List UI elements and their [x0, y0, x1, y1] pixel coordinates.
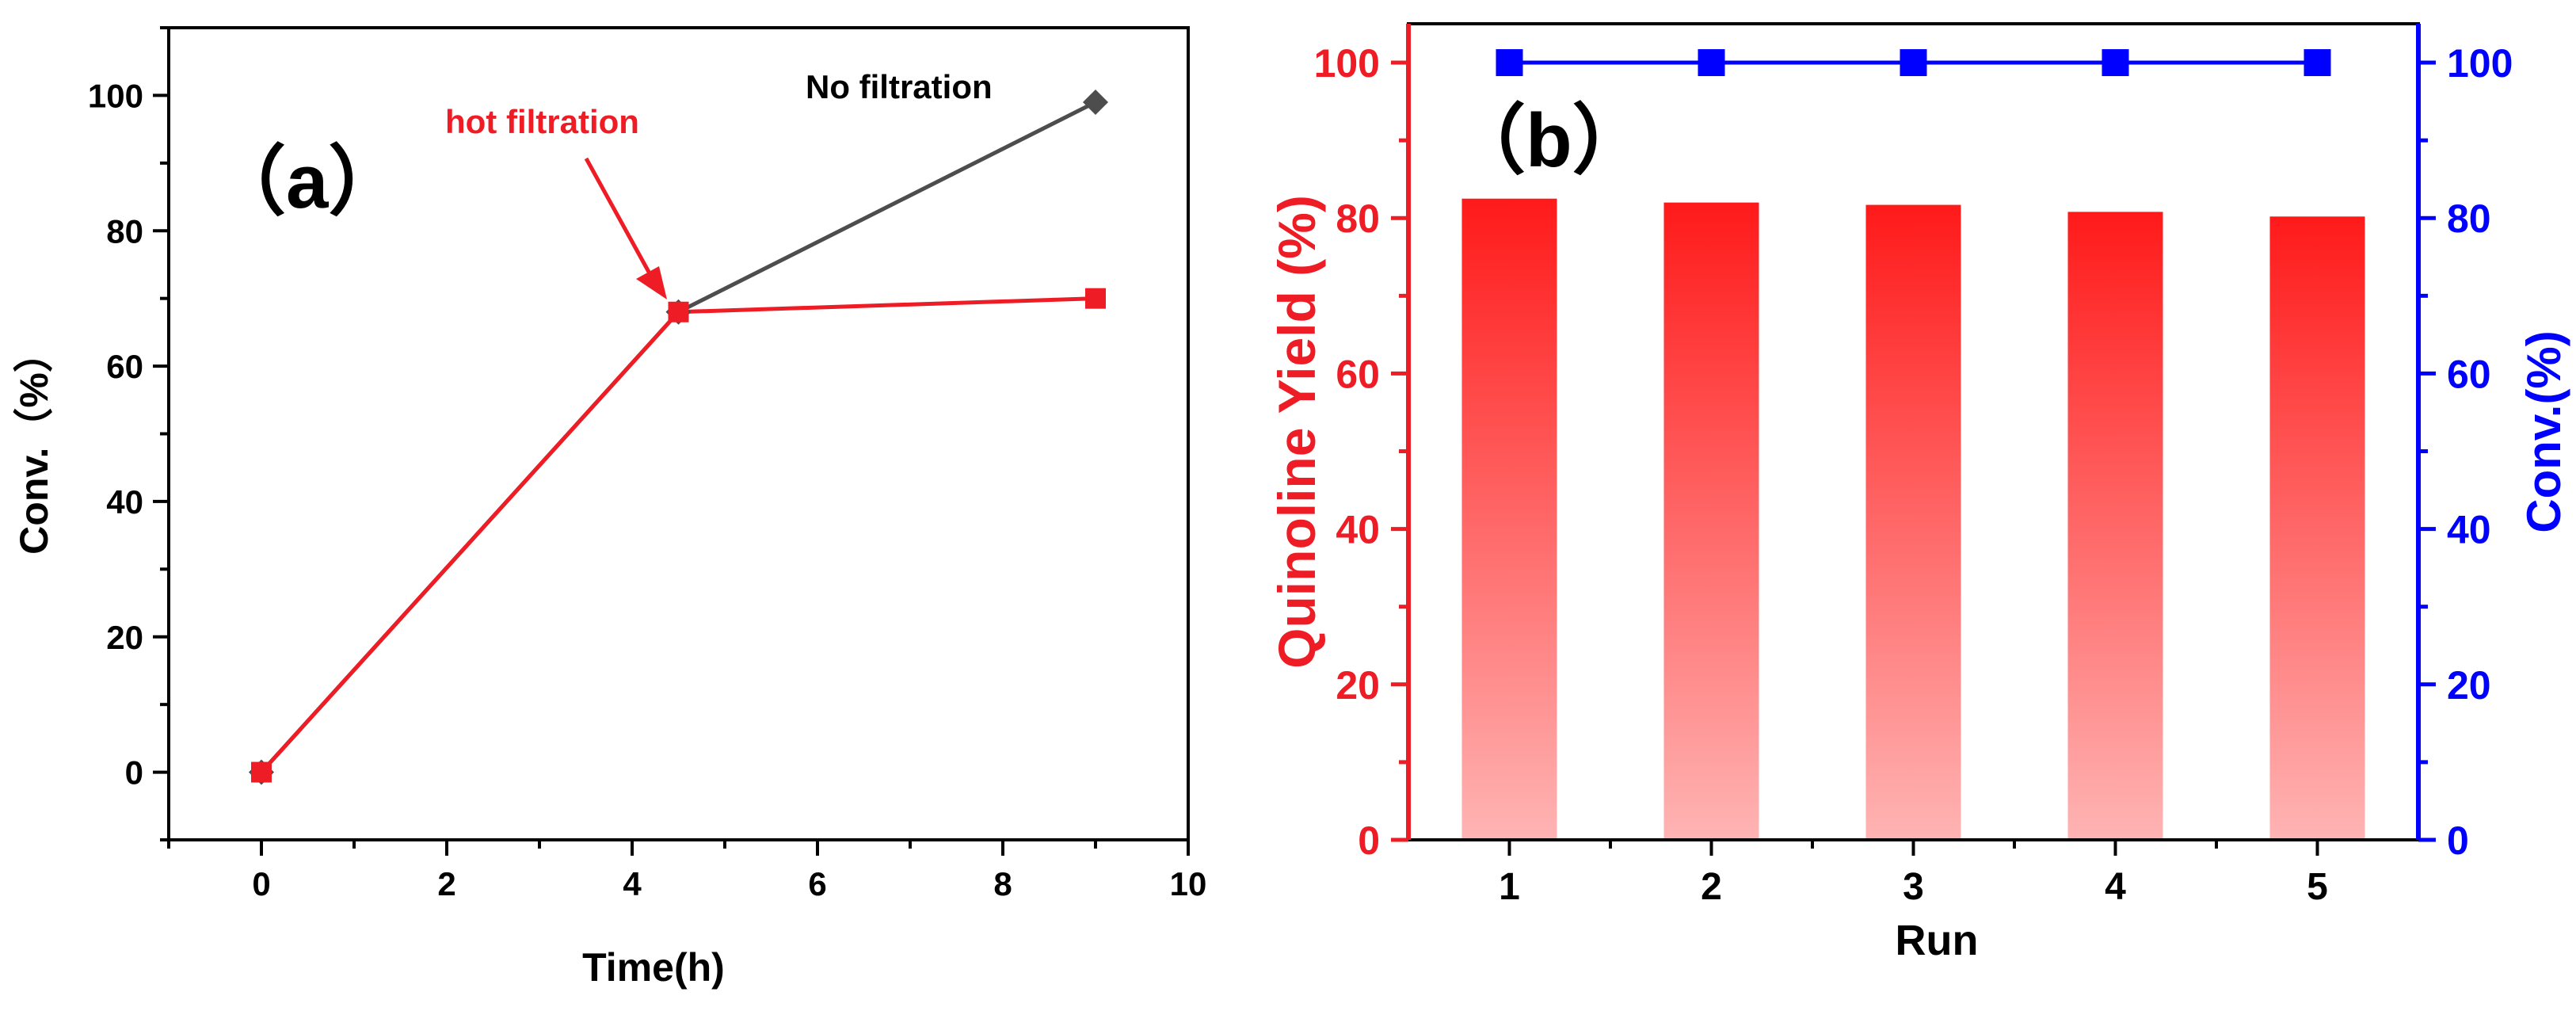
- y-tick-label: 100: [88, 77, 143, 114]
- panel-b-label: （b）: [1450, 98, 1648, 183]
- bar-run-4: [2067, 212, 2163, 840]
- x-tick-label: 2: [1701, 866, 1722, 908]
- panel-b-x-axis-title: Run: [1896, 917, 1979, 964]
- point-no-filtration: [1083, 89, 1108, 115]
- bar-run-1: [1461, 198, 1557, 840]
- series-line-hot-filtration: [260, 296, 1096, 774]
- left-y-tick-label: 40: [1336, 508, 1380, 552]
- y-tick-label: 20: [106, 619, 143, 656]
- conv-point-run-2: [1698, 49, 1725, 77]
- annotation-arrow-shaft: [584, 157, 652, 275]
- panel-a-x-axis-title: Time(h): [582, 945, 725, 990]
- point-hot-filtration: [1085, 288, 1106, 309]
- y-tick-label: 60: [106, 348, 143, 385]
- y-tick-label: 40: [106, 483, 143, 521]
- right-y-tick-label: 80: [2447, 196, 2491, 241]
- panel-a-label: （a）: [210, 139, 404, 224]
- x-tick-label: 4: [2105, 866, 2126, 908]
- point-hot-filtration: [251, 761, 272, 783]
- x-tick-label: 1: [1499, 866, 1520, 908]
- panel-b-right-axis-title: Conv.(%): [2517, 330, 2570, 533]
- conv-point-run-1: [1496, 49, 1523, 77]
- bar-run-2: [1663, 202, 1759, 841]
- annotation-no-filtration: No filtration: [806, 68, 993, 105]
- x-tick-label: 0: [252, 865, 270, 902]
- conv-point-run-3: [1900, 49, 1927, 77]
- right-y-tick-label: 100: [2447, 41, 2513, 86]
- bar-run-5: [2269, 216, 2365, 840]
- y-tick-label: 0: [125, 754, 143, 792]
- x-tick-label: 8: [993, 865, 1012, 902]
- x-tick-label: 2: [437, 865, 455, 902]
- conv-point-run-4: [2102, 49, 2129, 77]
- conv-point-run-5: [2304, 49, 2331, 77]
- x-tick-label: 10: [1170, 865, 1207, 902]
- annotation-arrow-head: [636, 266, 667, 299]
- x-tick-label: 4: [623, 865, 642, 902]
- left-y-tick-label: 20: [1336, 663, 1380, 708]
- right-y-tick-label: 0: [2447, 818, 2469, 863]
- left-y-tick-label: 80: [1336, 196, 1380, 241]
- x-tick-label: 5: [2307, 866, 2328, 908]
- panel-a-y-axis-title: Conv.（%）: [12, 333, 56, 555]
- left-y-tick-label: 100: [1314, 41, 1380, 86]
- panel-b-ticks: 1 2 3 4 5 0 0 20 20 40 40 60 60 80 80 100 100: [1314, 41, 2513, 908]
- panel-a-markers: [249, 89, 1108, 785]
- right-y-tick-label: 20: [2447, 663, 2491, 708]
- x-tick-label: 3: [1903, 866, 1924, 908]
- panel-b-conv-series: [1496, 49, 2331, 77]
- panel-b-chart: 1 2 3 4 5 0 0 20 20 40 40 60 60 80 80 100 100 （b） Run Qu…: [1267, 22, 2570, 964]
- bar-run-3: [1865, 204, 1961, 840]
- point-hot-filtration: [668, 301, 689, 322]
- right-y-tick-label: 60: [2447, 352, 2491, 396]
- y-tick-label: 80: [106, 212, 143, 250]
- left-y-tick-label: 60: [1336, 352, 1380, 396]
- panel-b-left-axis-title: Quinoline Yield (%): [1267, 195, 1326, 669]
- left-y-tick-label: 0: [1358, 818, 1380, 863]
- panel-b-bars: [1461, 198, 2365, 841]
- annotation-hot-filtration: hot filtration: [445, 103, 639, 140]
- x-tick-label: 6: [808, 865, 826, 902]
- right-y-tick-label: 40: [2447, 508, 2491, 552]
